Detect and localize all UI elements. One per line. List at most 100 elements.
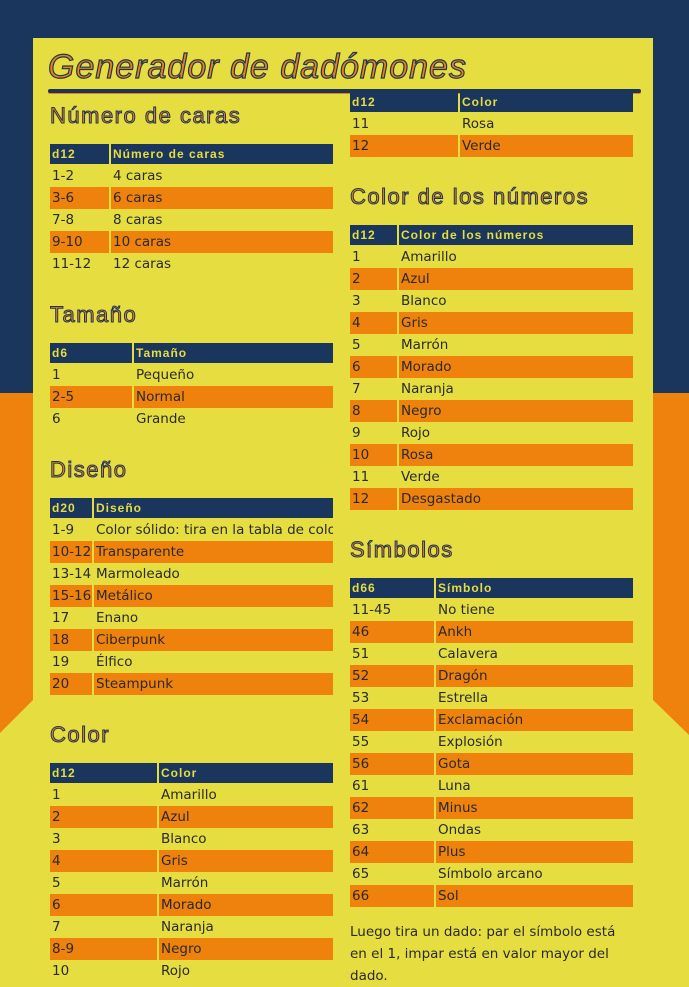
- roll-cell: d12: [350, 92, 458, 112]
- table-header: d12 Color: [350, 92, 633, 112]
- table-header: d12 Color de los números: [350, 225, 633, 245]
- roll-cell: 13-14: [52, 566, 92, 582]
- result-cell: 12 caras: [113, 256, 172, 272]
- roll-cell: 55: [352, 734, 370, 750]
- table-row: 62 Minus: [350, 797, 633, 819]
- table-row: 10 Rosa: [350, 444, 633, 466]
- table-section: Color d12 Color 1 Amarillo 2 Azul 3 Blanco 4 Gris 5…: [50, 721, 333, 982]
- result-cell: Steampunk: [94, 673, 333, 695]
- table-row: 2 Azul: [50, 806, 333, 828]
- roll-cell: 11-45: [352, 602, 392, 618]
- result-cell: Morado: [159, 894, 333, 916]
- result-cell: Exclamación: [436, 709, 633, 731]
- table-row: 6 Morado: [350, 356, 633, 378]
- result-cell: Naranja: [161, 919, 214, 935]
- table-header: d66 Símbolo: [350, 578, 633, 598]
- roll-cell: d20: [50, 498, 92, 518]
- table-row: 64 Plus: [350, 841, 633, 863]
- roll-cell: 20: [50, 673, 92, 695]
- symbol-note: Luego tira un dado: par el símbolo está …: [350, 924, 616, 984]
- result-cell: Gota: [436, 753, 633, 775]
- table-row: 12 Desgastado: [350, 488, 633, 510]
- result-cell: Azul: [399, 268, 633, 290]
- roll-cell: 8-9: [50, 938, 157, 960]
- table-header: d20 Diseño: [50, 498, 333, 518]
- result-cell: Blanco: [161, 831, 207, 847]
- table-row: 7 Naranja: [50, 916, 333, 938]
- result-cell: Blanco: [401, 293, 447, 309]
- roll-cell: 4: [50, 850, 157, 872]
- table-row: 10 Rojo: [50, 960, 333, 982]
- roll-cell: 1: [52, 367, 61, 383]
- result-cell: Amarillo: [401, 249, 457, 265]
- table-row: 11-12 12 caras: [50, 253, 333, 275]
- roll-cell: 5: [52, 875, 61, 891]
- table-section: Color de los números d12 Color de los núme…: [350, 183, 633, 510]
- table-row: 18 Ciberpunk: [50, 629, 333, 651]
- roll-cell: 65: [352, 866, 370, 882]
- roll-cell: 10: [52, 963, 70, 979]
- result-cell: Estrella: [438, 690, 489, 706]
- roll-cell: d12: [50, 763, 157, 783]
- result-cell: Desgastado: [399, 488, 633, 510]
- result-cell: Enano: [96, 610, 139, 626]
- result-cell: Plus: [436, 841, 633, 863]
- roll-cell: 54: [350, 709, 434, 731]
- result-cell: Metálico: [94, 585, 333, 607]
- table-row: 1 Pequeño: [50, 364, 333, 386]
- result-cell: Azul: [159, 806, 333, 828]
- result-cell: Marmoleado: [96, 566, 180, 582]
- table-header: d6 Tamaño: [50, 343, 333, 363]
- page-title: Generador de dadómones: [47, 47, 467, 86]
- table-row: 7-8 8 caras: [50, 209, 333, 231]
- result-cell: Color: [460, 92, 633, 112]
- right-column: d12 Color 11 Rosa 12 Verde Color de los número…: [350, 92, 633, 987]
- result-cell: Rojo: [161, 963, 191, 979]
- roll-cell: 7: [52, 919, 61, 935]
- result-cell: Marrón: [401, 337, 449, 353]
- result-cell: 8 caras: [113, 212, 163, 228]
- result-cell: Color sólido: tira en la tabla de color.: [96, 522, 333, 538]
- roll-cell: 62: [350, 797, 434, 819]
- roll-cell: 11: [352, 116, 370, 132]
- roll-cell: 1: [52, 787, 61, 803]
- roll-cell: 7-8: [52, 212, 75, 228]
- roll-cell: d12: [350, 225, 397, 245]
- result-cell: Normal: [134, 386, 333, 408]
- roll-cell: 3: [352, 293, 361, 309]
- roll-cell: 2-5: [50, 386, 132, 408]
- table-section: Símbolos d66 Símbolo 11-45 No tiene 46 Ankh 51 C…: [350, 536, 633, 907]
- result-cell: Color: [159, 763, 333, 783]
- result-cell: Ankh: [436, 621, 633, 643]
- table-row: 6 Grande: [50, 408, 333, 430]
- result-cell: Grande: [136, 411, 186, 427]
- result-cell: 4 caras: [113, 168, 163, 184]
- result-cell: Negro: [399, 400, 633, 422]
- result-cell: Color de los números: [399, 225, 633, 245]
- roll-cell: 56: [350, 753, 434, 775]
- table-row: 9-10 10 caras: [50, 231, 333, 253]
- result-cell: Rosa: [462, 116, 495, 132]
- section-heading: Símbolos: [350, 537, 454, 563]
- result-cell: Amarillo: [161, 787, 217, 803]
- roll-cell: 11: [352, 469, 370, 485]
- roll-cell: d66: [350, 578, 434, 598]
- result-cell: Gris: [159, 850, 333, 872]
- result-cell: Gris: [399, 312, 633, 334]
- result-cell: Diseño: [94, 498, 333, 518]
- roll-cell: 3: [52, 831, 61, 847]
- roll-cell: 8: [350, 400, 397, 422]
- result-cell: Sol: [436, 885, 633, 907]
- table-section: Diseño d20 Diseño 1-9 Color sólido: tira en …: [50, 456, 333, 695]
- table-section: Tamaño d6 Tamaño 1 Pequeño 2-5 Normal 6 Grande: [50, 301, 333, 430]
- table-row: 17 Enano: [50, 607, 333, 629]
- table-row: 56 Gota: [350, 753, 633, 775]
- result-cell: Morado: [399, 356, 633, 378]
- table-row: 3-6 6 caras: [50, 187, 333, 209]
- table-row: 46 Ankh: [350, 621, 633, 643]
- table-row: 10-12 Transparente: [50, 541, 333, 563]
- result-cell: No tiene: [438, 602, 495, 618]
- roll-cell: 1-2: [52, 168, 75, 184]
- roll-cell: 2: [50, 806, 157, 828]
- table-row: 11 Verde: [350, 466, 633, 488]
